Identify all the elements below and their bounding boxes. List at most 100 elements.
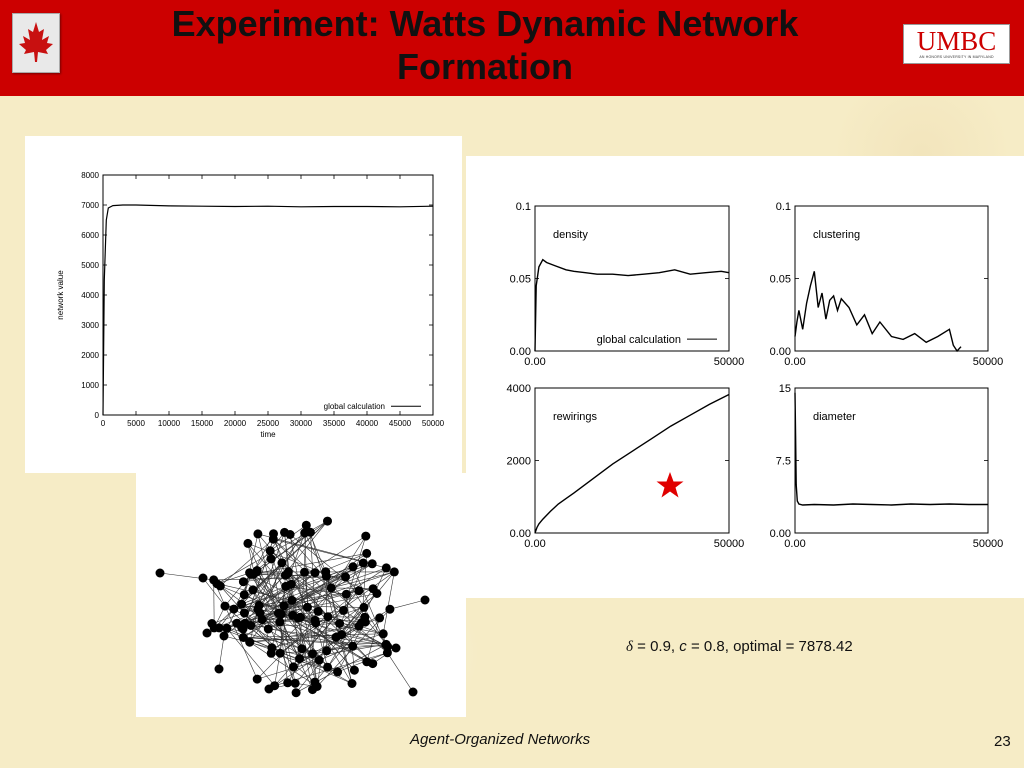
graph-node [202,628,212,638]
graph-edge [250,553,367,575]
graph-edge [279,621,353,647]
graph-edge [233,563,373,610]
clustering-frame [794,205,989,352]
network-value-x-tick-label: 30000 [290,419,313,428]
graph-node [349,665,359,675]
graph-node [289,662,298,672]
graph-node [326,583,336,593]
rewirings-x-tick-label: 50000 [714,538,745,550]
graph-node [348,641,358,651]
graph-edge [233,562,364,610]
graph-edge [289,534,318,687]
graph-node [277,558,287,568]
network-value-chart: 0 5000 10000 15000 20000 25000 30000 35000 40000… [56,171,445,439]
graph-edge [247,543,272,654]
graph-edge [258,532,285,606]
graph-node [381,639,391,649]
graph-nodes [155,516,430,698]
graph-node [276,609,286,619]
graph-node [339,605,348,615]
graph-edge [241,572,316,628]
graph-edge [281,613,373,664]
density-x-tick-label: 50000 [714,356,745,368]
maple-leaf-icon [19,22,53,62]
graph-node [314,655,324,665]
graph-edge [241,553,367,605]
density-x-tick-label: 0.00 [524,356,545,368]
density-y-tick-label: 0.05 [510,273,531,285]
graph-edge [387,652,414,693]
graph-edge [280,644,386,654]
graph-node [264,684,274,694]
graph-node [313,606,323,616]
graph-node [283,678,293,688]
network-value-y-tick-label: 1000 [81,381,99,390]
graph-edge [382,571,395,634]
graph-node [246,621,256,630]
network-value-y-tick-label: 7000 [81,201,99,210]
graph-node [287,595,297,605]
graph-node [323,612,333,622]
graph-node [335,619,345,628]
graph-node [245,637,255,647]
graph-node [219,631,229,641]
graph-node [308,649,317,659]
density-frame [534,205,730,352]
graph-edge [339,593,378,624]
density-legend-label: global calculation [597,334,681,346]
graph-node [331,632,341,642]
page-title: Experiment: Watts Dynamic Network Format… [171,3,799,87]
clustering-series-line [794,271,962,353]
graph-edge [315,622,328,668]
graph-edge [249,641,318,687]
graph-node [253,604,263,614]
page-number: 23 [994,733,1011,750]
graph-node [263,624,273,634]
diameter-series-line [794,392,988,506]
graph-node [220,601,230,611]
graph-edge [211,612,245,624]
graph-edge [295,644,387,693]
network-value-x-tick-label: 15000 [191,419,214,428]
graph-node [238,577,248,587]
density-y-tick-label: 0.1 [516,201,531,213]
graph-edge [213,579,258,680]
graph-node [265,546,275,556]
network-value-x-tick-label: 50000 [422,419,445,428]
maple-leaf-logo [12,13,60,73]
graph-node [238,633,248,642]
diameter-y-tick-label: 0.00 [770,528,791,540]
network-value-y-tick-label: 4000 [81,291,99,300]
graph-edge [220,538,274,587]
graph-node [348,562,358,572]
footer-title: Agent-Organized Networks [410,731,591,748]
network-value-frame [102,174,434,416]
graph-node [359,602,369,612]
network-value-x-tick-label: 5000 [127,419,145,428]
graph-node [229,604,239,614]
graph-node [341,572,350,582]
graph-node [378,629,388,639]
graph-edge [218,635,225,670]
diameter-frame [794,387,989,534]
network-value-series-line [102,204,434,416]
graph-node [382,648,392,658]
umbc-logo-word: UMBC [916,26,997,56]
graph-node [333,667,343,677]
graph-node [310,615,320,625]
network-value-y-tick-label: 8000 [81,171,99,180]
graph-node [310,677,320,687]
network-value-legend-label: global calculation [324,402,385,411]
graph-edge [202,577,226,607]
graph-node [245,568,255,578]
clustering-x-tick-label: 50000 [973,356,1004,368]
graph-edge [249,641,338,673]
delta-value: = 0.9, [632,638,680,655]
diameter-x-tick-label: 50000 [973,538,1004,550]
network-value-x-axis-label: time [260,430,276,439]
graph-node [239,590,249,600]
rewirings-x-tick-label: 0.00 [524,538,545,550]
graph-edge [257,659,320,680]
parameters-text: δ = 0.9, c = 0.8, optimal = 7878.42 [626,638,853,656]
graph-node [361,531,371,541]
